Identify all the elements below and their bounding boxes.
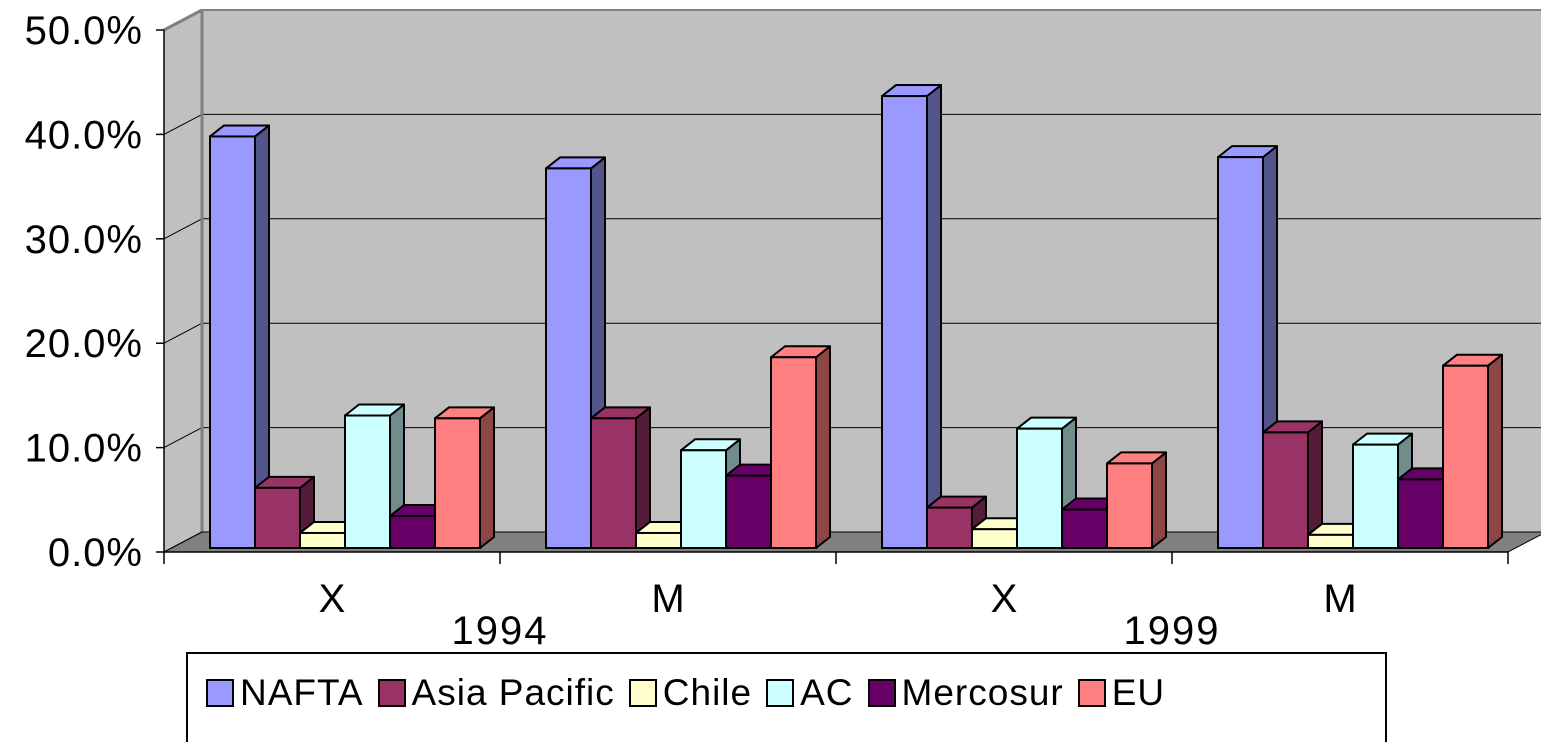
legend-item: AC [766, 672, 853, 714]
bar-side [1152, 452, 1166, 548]
y-tick-label: 30.0% [25, 218, 143, 262]
legend-item: Mercosur [868, 672, 1064, 714]
legend-item: EU [1078, 672, 1165, 714]
bar [927, 508, 972, 548]
y-tick-label: 10.0% [25, 427, 143, 471]
bar [210, 136, 255, 548]
y-tick-label: 40.0% [25, 113, 143, 157]
bar [435, 418, 480, 548]
bar [1263, 432, 1308, 548]
legend-item: NAFTA [206, 672, 364, 714]
bar [390, 516, 435, 548]
bar [1353, 445, 1398, 548]
group-label: 1994 [452, 609, 549, 653]
side-wall [164, 10, 202, 552]
legend-swatch [766, 679, 794, 707]
legend-swatch [868, 679, 896, 707]
bar [1308, 535, 1353, 548]
legend-label: Asia Pacific [412, 672, 615, 714]
bar [1017, 429, 1062, 548]
x-tick-label: X [991, 577, 1018, 621]
y-tick-label: 50.0% [25, 9, 143, 53]
bar [1398, 479, 1443, 548]
bar [1062, 509, 1107, 548]
legend-item: Chile [629, 672, 752, 714]
legend-row: NAFTA Asia Pacific Chile AC Mercosur EU [206, 672, 1179, 714]
bar [300, 533, 345, 548]
legend-swatch [629, 679, 657, 707]
bar-side [927, 85, 941, 548]
legend-swatch [1078, 679, 1106, 707]
bar [636, 533, 681, 548]
bar [546, 168, 591, 548]
bar [1443, 366, 1488, 548]
legend-label: EU [1112, 672, 1165, 714]
legend-label: AC [800, 672, 853, 714]
bar [591, 418, 636, 548]
bar [882, 96, 927, 548]
legend: NAFTA Asia Pacific Chile AC Mercosur EU [186, 652, 1387, 742]
legend-swatch [378, 679, 406, 707]
legend-label: Mercosur [902, 672, 1064, 714]
x-tick-label: M [1323, 577, 1356, 621]
y-tick-label: 0.0% [48, 531, 143, 575]
bar [681, 450, 726, 548]
x-tick-label: X [319, 577, 346, 621]
bar [771, 357, 816, 548]
y-tick-label: 20.0% [25, 322, 143, 366]
bar [1218, 157, 1263, 548]
bar [345, 416, 390, 548]
bar-side [1488, 355, 1502, 548]
x-tick-label: M [651, 577, 684, 621]
bar-side [480, 407, 494, 548]
group-label: 1999 [1124, 609, 1221, 653]
bar [726, 476, 771, 548]
legend-item: Asia Pacific [378, 672, 615, 714]
legend-label: Chile [663, 672, 752, 714]
legend-swatch [206, 679, 234, 707]
bar [972, 529, 1017, 548]
bar-side [816, 346, 830, 548]
legend-label: NAFTA [240, 672, 364, 714]
bar [255, 488, 300, 548]
bar [1107, 463, 1152, 548]
